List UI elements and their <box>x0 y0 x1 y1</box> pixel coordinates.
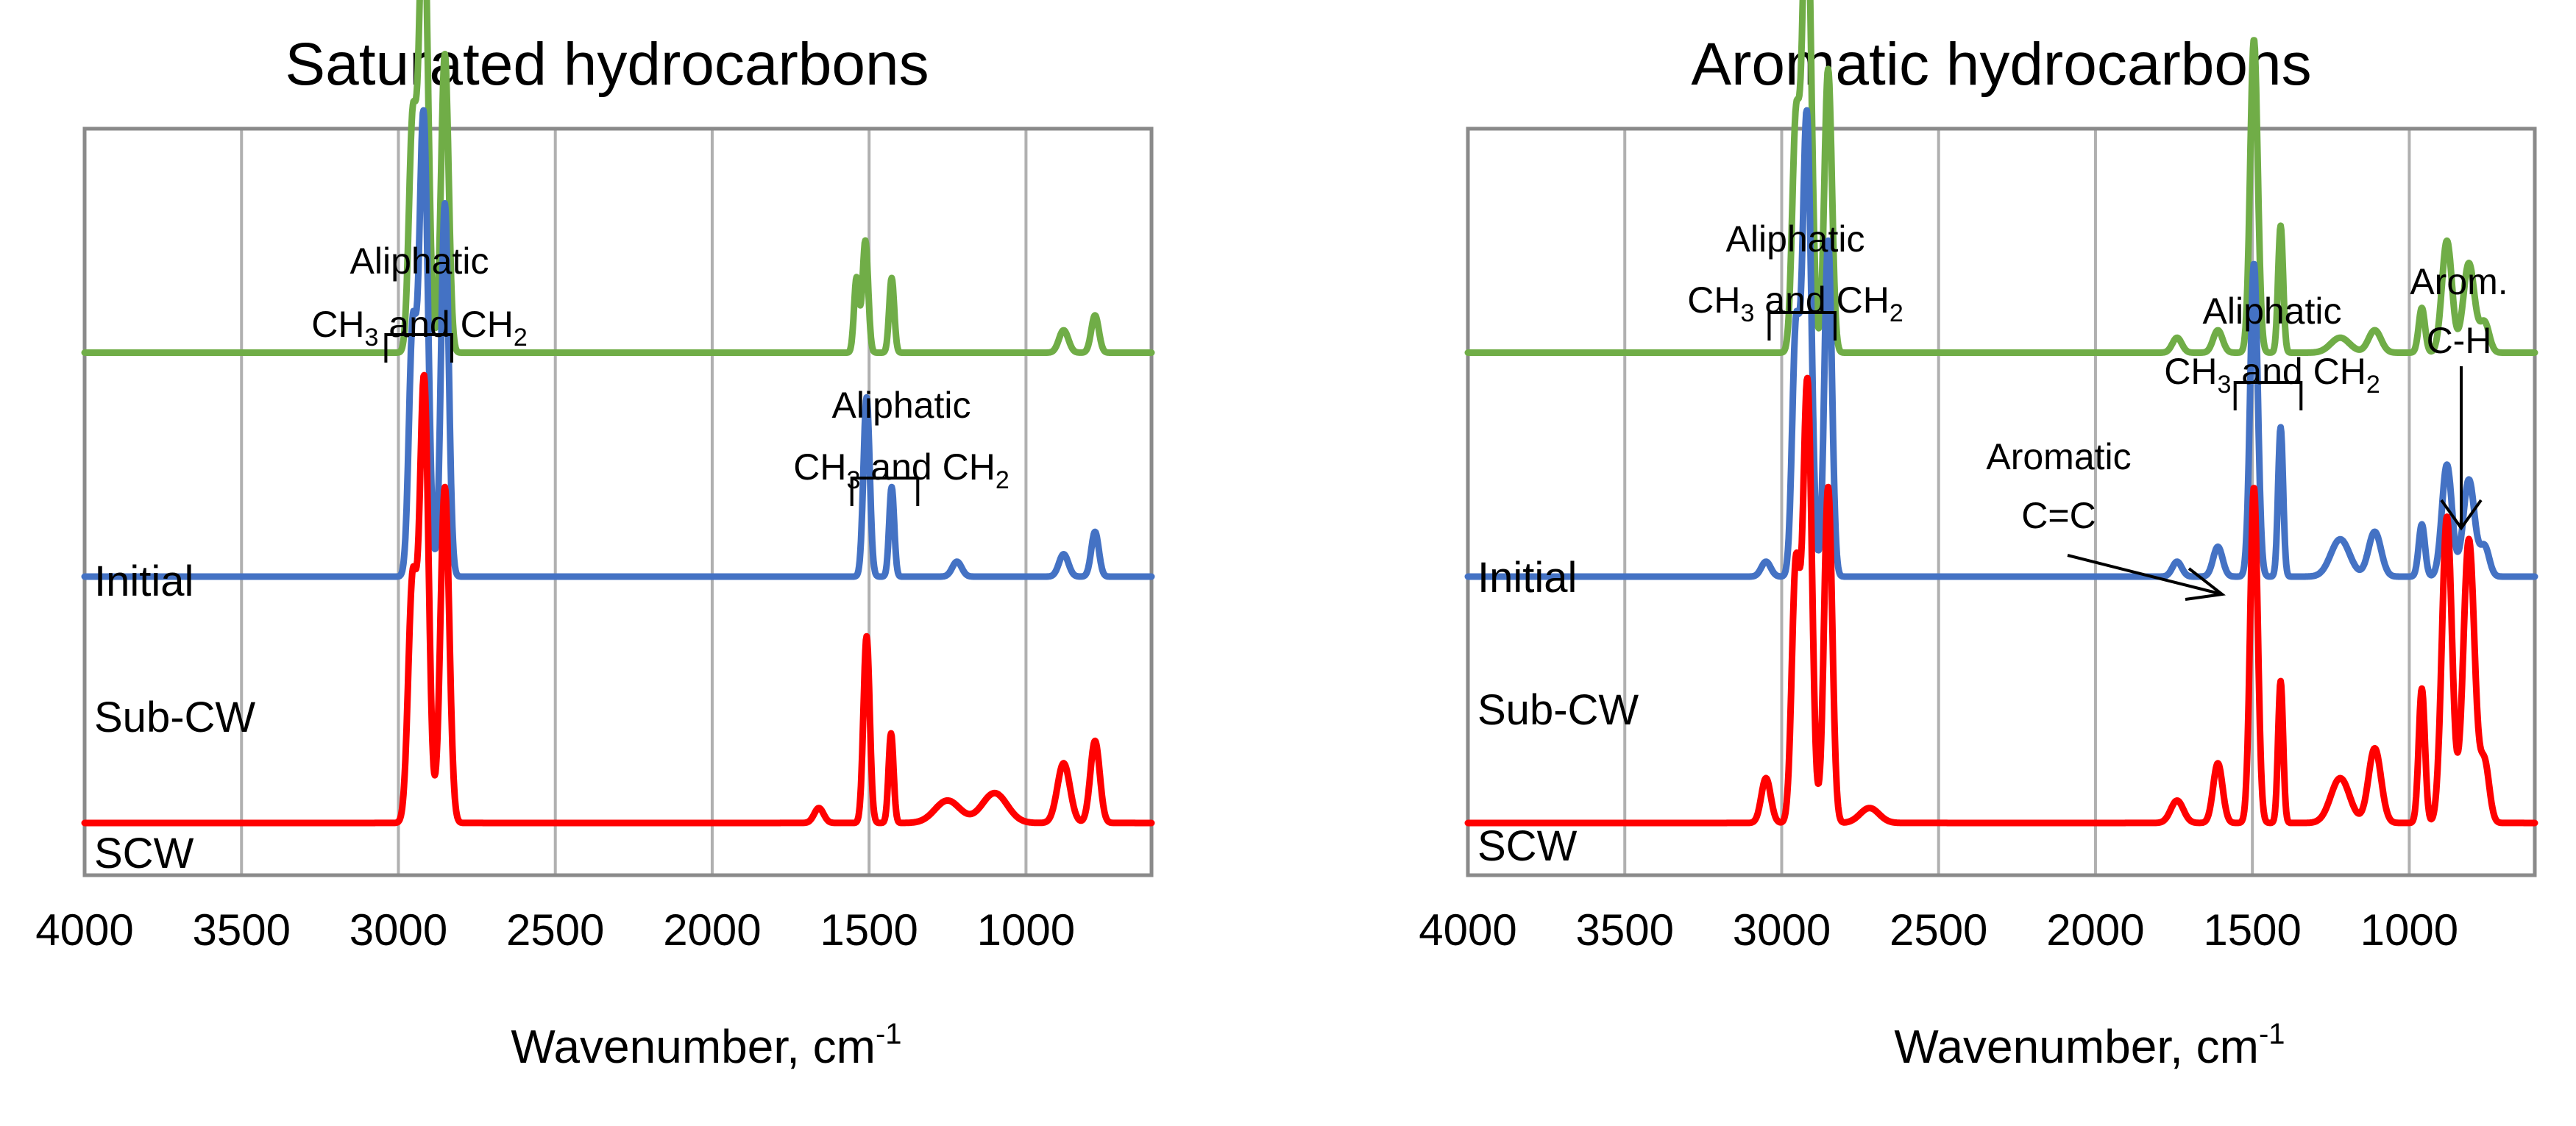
x-tick-label: 3000 <box>350 905 447 955</box>
annotation-bracket <box>384 333 453 363</box>
series-label-scw: SCW <box>94 830 194 877</box>
x-tick-labels: 4000 3500 3000 2500 2000 1500 1000 <box>1419 905 2458 955</box>
series-lines <box>1464 0 2538 827</box>
annotation-aliphatic-label: Aliphatic <box>1726 218 1865 260</box>
x-tick-label: 3500 <box>192 905 290 955</box>
x-axis-label: Wavenumber, cm-1 <box>511 1018 901 1073</box>
series-label-scw: SCW <box>1477 822 1578 870</box>
annotation-arrow <box>2067 554 2226 601</box>
annotation-brackets <box>1767 311 2303 410</box>
x-tick-label: 1500 <box>820 905 918 955</box>
series-lines <box>81 0 1155 827</box>
annotation-aromatic-label: Aromatic <box>1986 436 2131 477</box>
gridlines <box>1623 129 2411 875</box>
annotation-aliphatic-label: Aliphatic <box>832 385 971 426</box>
x-tick-label: 2000 <box>2046 905 2144 955</box>
series-line-scw <box>81 371 1155 827</box>
annotation-ch3-ch2: CH3 and CH2 <box>2164 351 2380 399</box>
annotation-ch3-ch2: CH3 and CH2 <box>793 446 1010 494</box>
annotation-cc-label: C=C <box>2021 495 2096 536</box>
series-line-initial <box>1464 0 2538 356</box>
x-tick-label: 1500 <box>2203 905 2301 955</box>
annotation-aliphatic-label: Aliphatic <box>2203 291 2342 332</box>
series-line-sub-cw <box>1464 107 2538 580</box>
series-line-sub-cw <box>81 107 1155 580</box>
annotation-ch3-ch2: CH3 and CH2 <box>311 304 528 352</box>
x-tick-label: 2500 <box>1890 905 1987 955</box>
chart-title: Saturated hydrocarbons <box>285 31 929 98</box>
series-line-initial <box>81 0 1155 356</box>
series-label-sub-cw: Sub-CW <box>94 694 255 741</box>
series-label-sub-cw: Sub-CW <box>1477 686 1639 734</box>
annotation-bracket <box>2233 381 2303 410</box>
plot-frame <box>1466 127 2537 877</box>
annotation-arrow <box>2440 366 2483 531</box>
annotation-bracket <box>850 477 920 506</box>
annotation-ch3-ch2: CH3 and CH2 <box>1687 279 1903 327</box>
chart-saturated: Saturated hydrocarbons 4000 3500 3000 2500 2… <box>35 0 1155 1073</box>
x-tick-label: 4000 <box>1419 905 1516 955</box>
x-tick-label: 2500 <box>506 905 604 955</box>
x-tick-label: 4000 <box>35 905 133 955</box>
x-tick-labels: 4000 3500 3000 2500 2000 1500 1000 <box>35 905 1075 955</box>
x-tick-label: 1000 <box>2360 905 2458 955</box>
series-label-initial: Initial <box>1477 554 1577 602</box>
x-tick-label: 3500 <box>1575 905 1673 955</box>
annotation-aliphatic-label: Aliphatic <box>350 240 489 282</box>
chart-aromatic: Aromatic hydrocarbons 4000 3500 3000 2500 20… <box>1419 0 2538 1073</box>
series-label-initial: Initial <box>94 557 194 605</box>
x-tick-label: 3000 <box>1733 905 1831 955</box>
annotation-arom-label: Arom. <box>2410 261 2508 302</box>
annotation-brackets <box>384 333 920 506</box>
annotation-bracket <box>1767 311 1837 341</box>
x-axis-label: Wavenumber, cm-1 <box>1894 1018 2285 1073</box>
series-line-scw <box>1464 374 2538 827</box>
x-tick-label: 1000 <box>977 905 1075 955</box>
annotation-ch-label: C-H <box>2427 320 2492 361</box>
chart-title: Aromatic hydrocarbons <box>1691 31 2311 98</box>
x-tick-label: 2000 <box>663 905 761 955</box>
plot-frame <box>82 127 1154 877</box>
